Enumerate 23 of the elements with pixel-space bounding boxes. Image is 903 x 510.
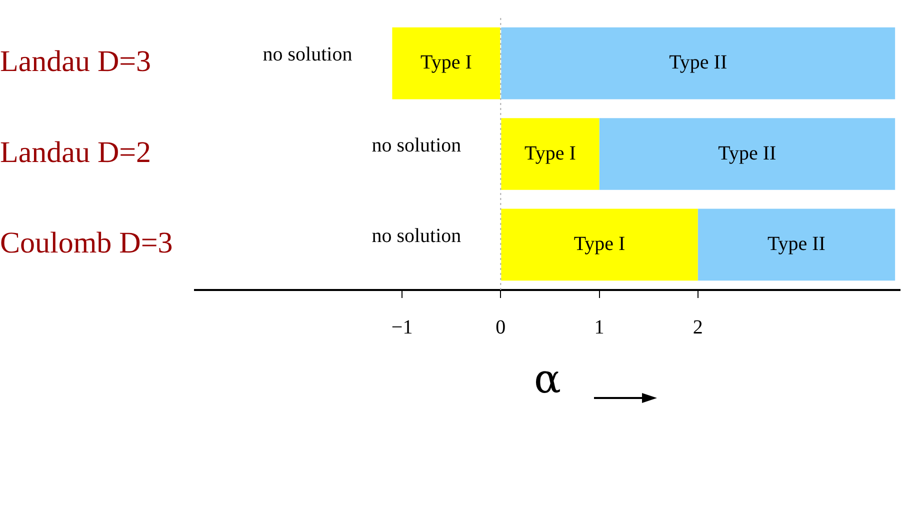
y-tick-label: Coulomb D=3 — [0, 226, 173, 260]
text: Type II — [669, 52, 728, 74]
x-tick-label: 2 — [692, 316, 703, 338]
bar — [392, 27, 500, 100]
x-tick-label: −1 — [391, 316, 413, 338]
bar — [599, 118, 896, 190]
series-label: Type I — [524, 142, 576, 164]
annotation: no solution — [372, 134, 462, 156]
x-tick-label: 1 — [594, 316, 604, 338]
bar — [501, 27, 896, 100]
x-tick-label: 0 — [496, 316, 506, 338]
annotation: no solution — [262, 44, 352, 66]
y-tick-label: Landau D=3 — [0, 45, 152, 78]
y-tick-label: Landau D=2 — [0, 136, 152, 169]
bar — [501, 208, 698, 281]
annotation: no solution — [372, 224, 462, 247]
bar — [501, 118, 600, 190]
text: Type II — [718, 142, 776, 164]
text: Type I — [574, 232, 626, 255]
bar — [698, 208, 896, 281]
series-label: Type II — [767, 232, 826, 255]
x-axis-title: α — [534, 356, 562, 402]
text: Type I — [420, 52, 472, 74]
